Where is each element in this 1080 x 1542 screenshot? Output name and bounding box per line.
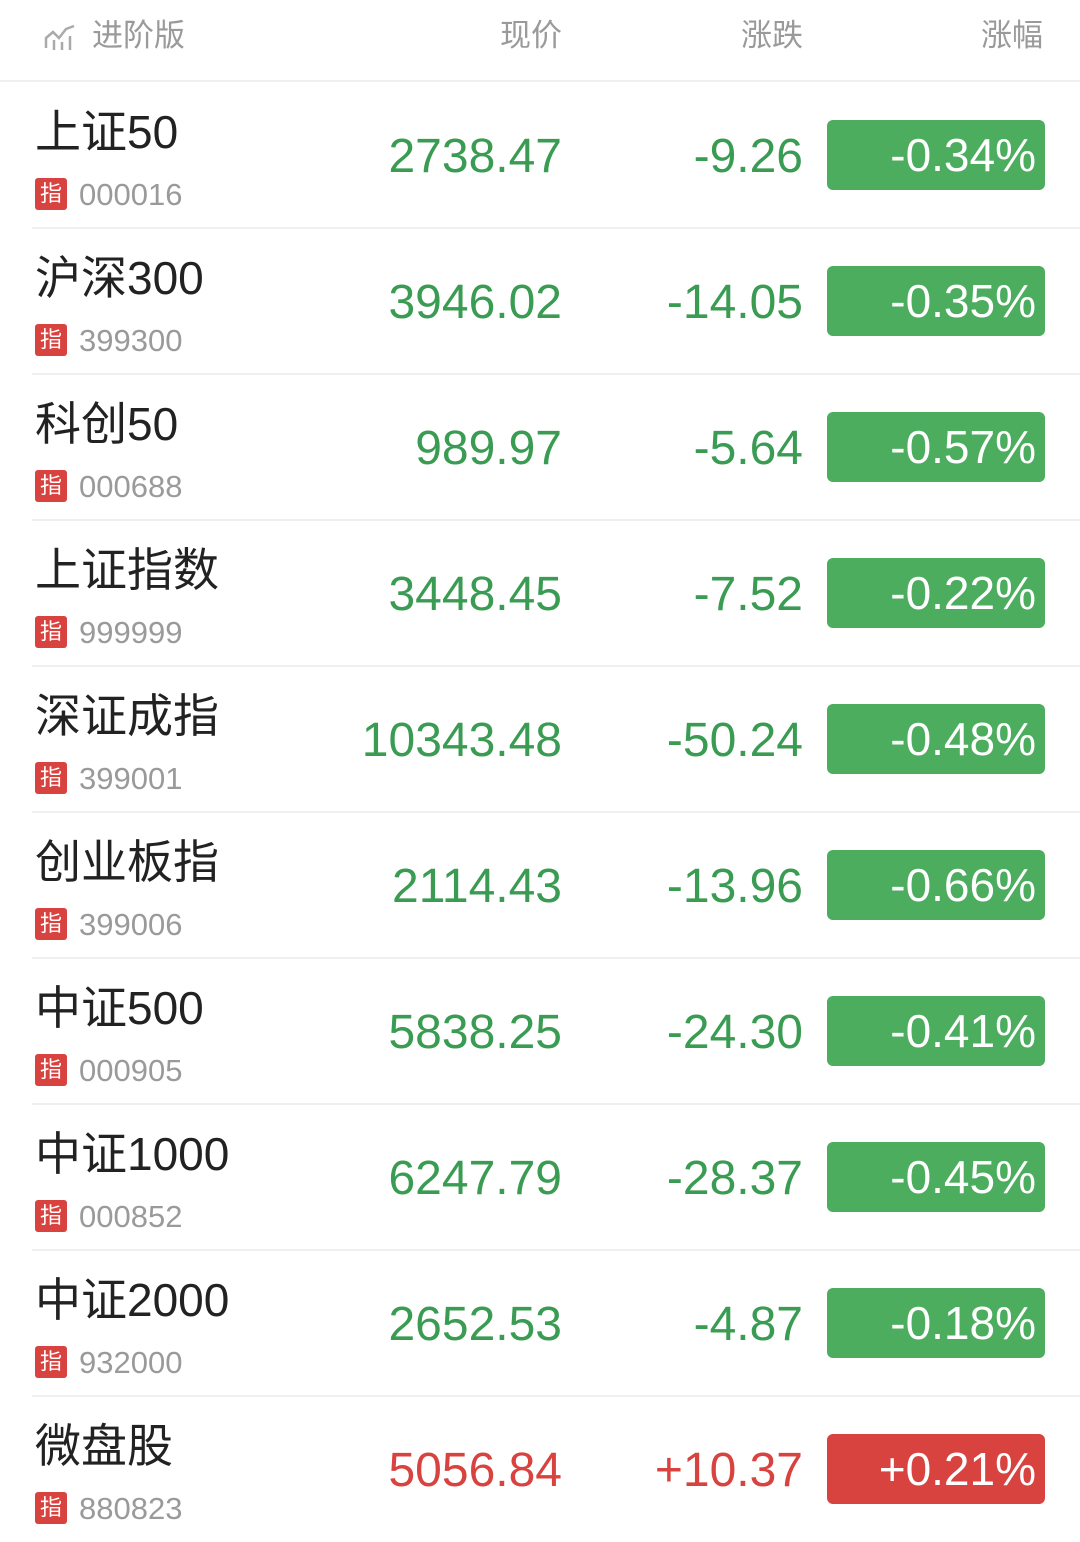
index-badge: 指	[35, 470, 67, 502]
change-pct: -0.22%	[827, 558, 1045, 628]
change-pct: -0.57%	[827, 412, 1045, 482]
change: -14.05	[666, 276, 803, 329]
index-badge: 指	[35, 762, 67, 794]
index-name: 微盘股	[35, 1420, 173, 1472]
change: -9.26	[693, 130, 803, 183]
col-header[interactable]: 现价	[500, 18, 562, 53]
index-badge: 指	[35, 178, 67, 210]
index-name: 科创50	[35, 398, 179, 450]
index-badge: 指	[35, 908, 67, 940]
change: -50.24	[666, 714, 803, 767]
change: -7.52	[693, 568, 803, 621]
change-pct: -0.41%	[827, 996, 1045, 1066]
price: 5056.84	[388, 1444, 562, 1497]
price: 3946.02	[388, 276, 562, 329]
col-header[interactable]: 涨幅	[981, 18, 1043, 53]
header-divider	[0, 80, 1080, 82]
change: -5.64	[693, 422, 803, 475]
change: -24.30	[666, 1006, 803, 1059]
index-code: 999999	[79, 615, 183, 650]
index-name: 沪深300	[35, 252, 204, 304]
price: 3448.45	[388, 568, 562, 621]
price: 2114.43	[392, 860, 562, 913]
row-divider	[32, 227, 1080, 229]
change: -4.87	[693, 1298, 803, 1351]
change-pct: -0.48%	[827, 704, 1045, 774]
change-pct: -0.45%	[827, 1142, 1045, 1212]
index-badge: 指	[35, 1492, 67, 1524]
index-name: 中证2000	[35, 1274, 230, 1326]
index-name: 上证50	[35, 106, 179, 158]
price: 6247.79	[388, 1152, 562, 1205]
row-divider	[32, 1249, 1080, 1251]
index-code: 399006	[79, 907, 183, 942]
index-code: 000852	[79, 1199, 183, 1234]
change: -13.96	[666, 860, 803, 913]
row-divider	[32, 957, 1080, 959]
change-pct: -0.34%	[827, 120, 1045, 190]
col-header[interactable]: 涨跌	[741, 18, 803, 53]
change-pct: +0.21%	[827, 1434, 1045, 1504]
index-name: 深证成指	[35, 690, 219, 742]
row-divider	[32, 1395, 1080, 1397]
mode-label[interactable]: 进阶版	[92, 18, 185, 53]
price: 2738.47	[388, 130, 562, 183]
index-name: 中证500	[35, 982, 204, 1034]
index-name: 中证1000	[35, 1128, 230, 1180]
price: 10343.48	[361, 714, 562, 767]
index-code: 399300	[79, 323, 183, 358]
index-badge: 指	[35, 616, 67, 648]
price: 2652.53	[388, 1298, 562, 1351]
change-pct: -0.66%	[827, 850, 1045, 920]
row-divider	[32, 665, 1080, 667]
index-code: 880823	[79, 1491, 183, 1526]
index-code: 000688	[79, 469, 183, 504]
change: -28.37	[666, 1152, 803, 1205]
index-code: 000905	[79, 1053, 183, 1088]
price: 5838.25	[388, 1006, 562, 1059]
row-divider	[32, 519, 1080, 521]
change-pct: -0.35%	[827, 266, 1045, 336]
change-pct: -0.18%	[827, 1288, 1045, 1358]
index-badge: 指	[35, 1054, 67, 1086]
index-name: 上证指数	[35, 544, 219, 596]
index-badge: 指	[35, 324, 67, 356]
chart-icon	[44, 24, 75, 50]
price: 989.97	[415, 422, 562, 475]
index-code: 399001	[79, 761, 183, 796]
index-badge: 指	[35, 1346, 67, 1378]
index-code: 932000	[79, 1345, 183, 1380]
index-code: 000016	[79, 177, 183, 212]
index-badge: 指	[35, 1200, 67, 1232]
index-name: 创业板指	[35, 836, 219, 888]
change: +10.37	[654, 1444, 803, 1497]
row-divider	[32, 373, 1080, 375]
row-divider	[32, 811, 1080, 813]
row-divider	[32, 1103, 1080, 1105]
